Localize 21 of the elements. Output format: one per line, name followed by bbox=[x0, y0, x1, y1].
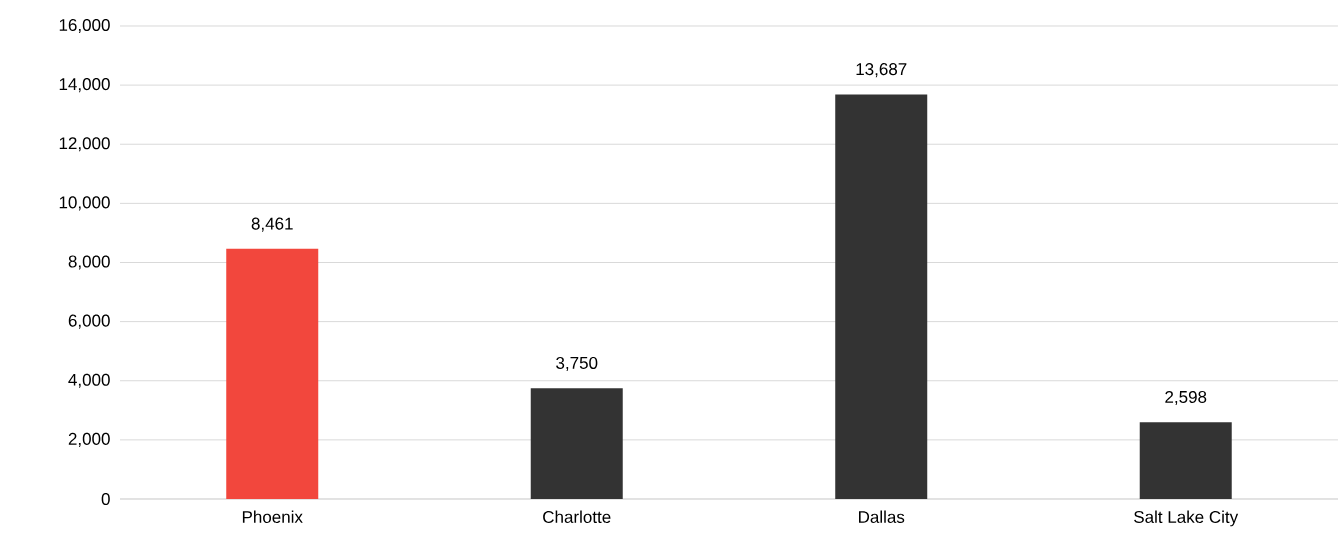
bar bbox=[226, 248, 319, 499]
bar bbox=[835, 94, 928, 499]
y-tick-label: 8,000 bbox=[68, 255, 110, 270]
data-label: 13,687 bbox=[856, 63, 907, 78]
y-tick-label: 4,000 bbox=[68, 373, 110, 388]
y-tick-label: 2,000 bbox=[68, 432, 110, 447]
y-tick-label: 16,000 bbox=[59, 18, 110, 34]
data-label: 3,750 bbox=[556, 356, 598, 371]
data-label: 2,598 bbox=[1165, 390, 1207, 405]
y-tick-label: 6,000 bbox=[68, 314, 110, 329]
data-label: 8,461 bbox=[251, 217, 293, 232]
bar bbox=[1139, 422, 1232, 499]
x-tick-label: Phoenix bbox=[242, 510, 303, 524]
y-tick-label: 12,000 bbox=[59, 137, 110, 152]
x-tick-label: Dallas bbox=[859, 510, 905, 524]
y-tick-label: 10,000 bbox=[59, 196, 110, 211]
y-tick-label: 14,000 bbox=[59, 78, 110, 93]
x-tick-label: Salt Lake City bbox=[1134, 510, 1239, 527]
y-tick-label: 0 bbox=[101, 492, 110, 506]
bar bbox=[530, 388, 623, 499]
x-tick-label: Charlotte bbox=[543, 510, 611, 524]
